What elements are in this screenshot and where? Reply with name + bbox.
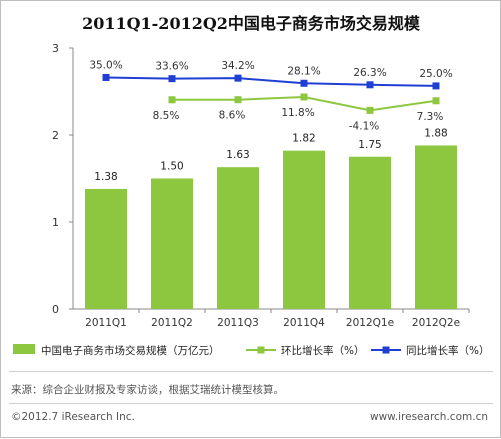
bar-value-label: 1.88 xyxy=(424,127,447,139)
rate-label: 8.5% xyxy=(153,110,180,122)
legend-swatch-bar xyxy=(13,344,35,354)
footer-separator xyxy=(9,403,493,404)
rate-label: -4.1% xyxy=(349,120,379,132)
y-tick-label: 1 xyxy=(52,216,59,229)
rate-label: 33.6% xyxy=(155,61,188,73)
line-series: 8.5% 8.6% 11.8% -4.1% 7.3% 35.0% 33.6% 34.2% 28.… xyxy=(89,59,452,132)
website: www.iresearch.com.cn xyxy=(369,411,488,423)
legend-marker-mom xyxy=(257,346,265,354)
bar-value-label: 1.75 xyxy=(358,139,381,151)
legend-separator xyxy=(9,371,493,372)
bar-value-label: 1.63 xyxy=(226,149,249,161)
series-marker xyxy=(102,73,110,81)
source-note: 来源：综合企业财报及专家访谈，根据艾瑞统计模型核算。 xyxy=(11,384,284,396)
series-marker xyxy=(432,82,440,90)
bar xyxy=(415,145,457,309)
series-marker xyxy=(366,106,374,114)
legend-marker-yoy xyxy=(382,346,390,354)
rate-label: 25.0% xyxy=(419,68,452,80)
bar xyxy=(217,167,259,309)
rate-label: 34.2% xyxy=(221,60,254,72)
x-tick-label: 2011Q3 xyxy=(217,317,259,329)
bar-series: 1.38 1.50 1.63 1.82 1.75 1.88 xyxy=(85,127,457,309)
rate-label: 28.1% xyxy=(287,65,320,77)
bar xyxy=(349,156,391,309)
chart-title: 2011Q1-2012Q2中国电子商务市场交易规模 xyxy=(82,14,421,33)
series-marker xyxy=(234,96,242,104)
series-marker xyxy=(300,79,308,87)
rate-label: 7.3% xyxy=(417,111,444,123)
legend-label-yoy: 同比增长率（%） xyxy=(406,344,489,357)
series-marker xyxy=(234,74,242,82)
series-marker xyxy=(168,96,176,104)
series-marker xyxy=(168,75,176,83)
legend-label-bar: 中国电子商务市场交易规模（万亿元） xyxy=(41,344,220,357)
rate-label: 8.6% xyxy=(219,110,246,122)
y-tick-label: 0 xyxy=(52,303,59,316)
bar-value-label: 1.38 xyxy=(94,171,117,183)
x-tick-label: 2011Q1 xyxy=(85,317,127,329)
bar xyxy=(283,150,325,309)
legend: 中国电子商务市场交易规模（万亿元） 环比增长率（%） 同比增长率（%） xyxy=(13,344,489,357)
x-tick-label: 2012Q1e xyxy=(346,317,394,329)
bar xyxy=(85,188,127,309)
bar-value-label: 1.82 xyxy=(292,133,315,145)
rate-label: 26.3% xyxy=(353,67,386,79)
bar xyxy=(151,178,193,309)
series-line xyxy=(105,76,437,87)
x-tick-label: 2012Q2e xyxy=(412,317,460,329)
series-marker xyxy=(366,81,374,89)
x-tick-label: 2011Q4 xyxy=(283,317,325,329)
x-tick-label: 2011Q2 xyxy=(151,317,193,329)
copyright: ©2012.7 iResearch Inc. xyxy=(11,411,135,423)
rate-label: 35.0% xyxy=(89,59,122,71)
legend-label-mom: 环比增长率（%） xyxy=(281,344,364,357)
y-tick-label: 3 xyxy=(52,42,59,55)
y-tick-label: 2 xyxy=(52,129,59,142)
rate-label: 11.8% xyxy=(281,107,314,119)
series-marker xyxy=(300,93,308,101)
series-marker xyxy=(432,97,440,105)
bar-value-label: 1.50 xyxy=(160,161,183,173)
axes: 0 1 2 3 2011Q1 2011Q2 2011Q3 2011Q4 2012Q1e 2012Q… xyxy=(52,42,470,329)
